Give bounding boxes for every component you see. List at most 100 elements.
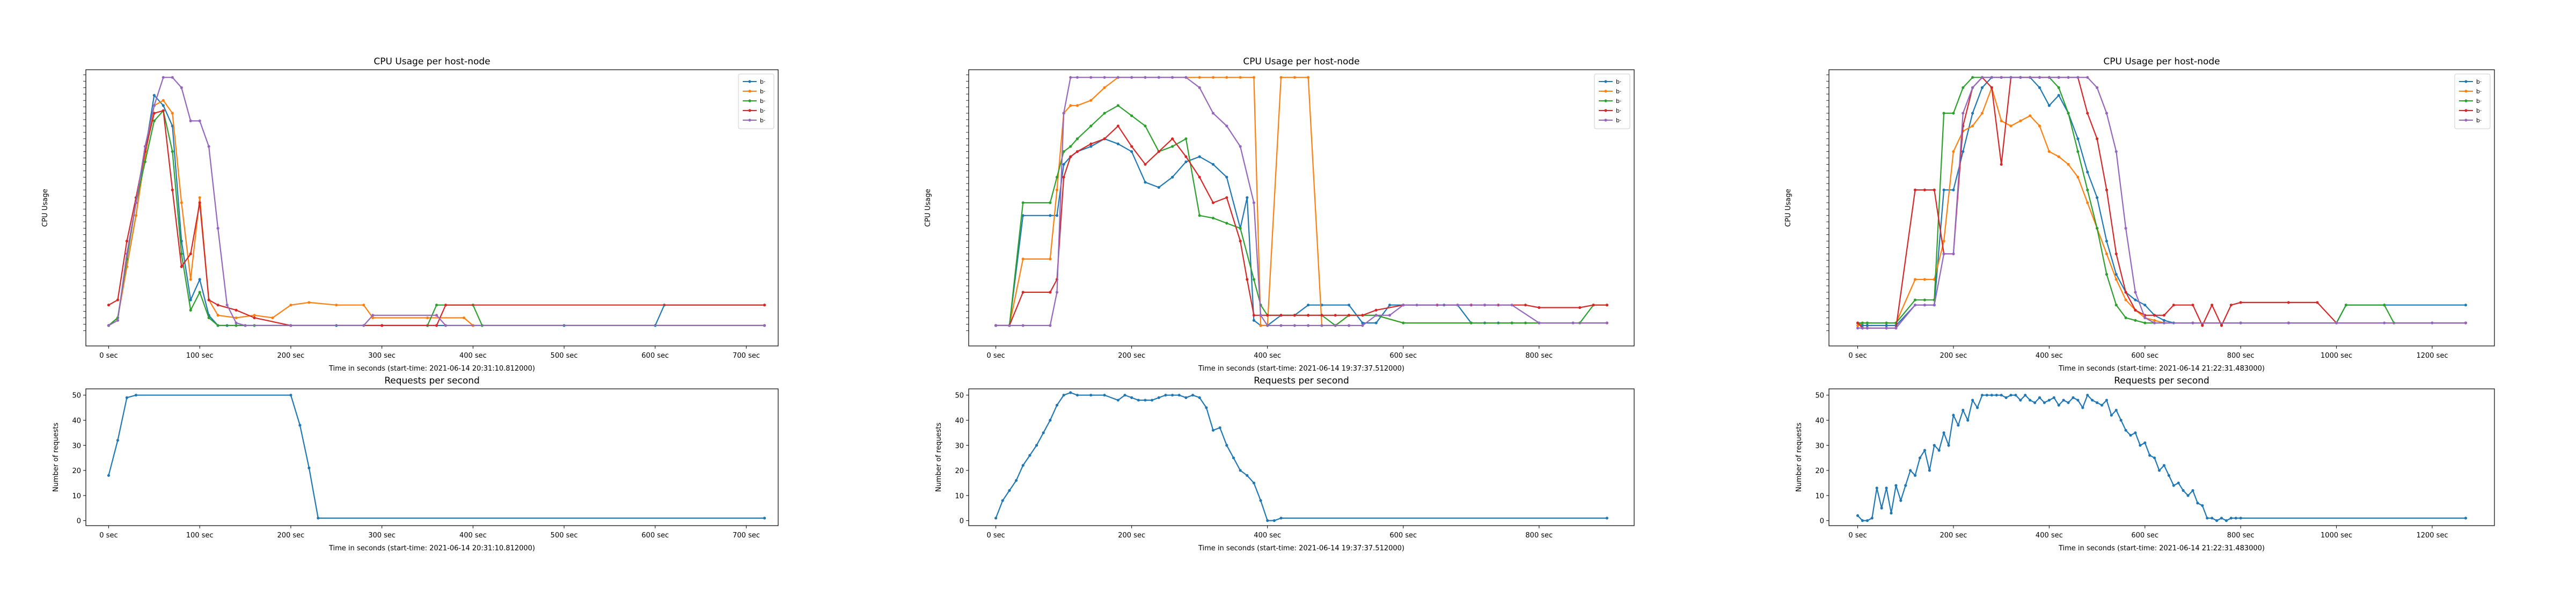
data-point [1205,406,1208,409]
data-point [1605,321,1608,324]
data-point [1246,278,1249,281]
data-point [1008,324,1011,327]
data-point [1913,474,1917,477]
data-point [1942,252,1945,255]
data-point [2114,272,2118,276]
data-point [2047,399,2051,402]
data-point [134,201,137,204]
data-point [317,517,320,520]
data-point [2129,433,2132,437]
series-line [1857,394,2466,521]
y-tick-label: 20 [72,467,81,475]
data-point [1089,142,1093,145]
data-point [1279,314,1283,317]
data-point [2383,304,2386,307]
x-tick-label: 0 sec [986,352,1005,360]
y-tick-label: 30 [72,442,81,450]
legend-label: b· [1616,78,1621,85]
data-point [1232,456,1235,460]
y-tick-label: 0 [77,518,81,526]
data-point [1990,86,1993,89]
data-point [1307,76,1310,79]
data-point [2038,396,2041,399]
x-tick-label: 600 sec [2131,352,2158,360]
legend-marker [1604,90,1607,93]
data-point [1137,399,1140,402]
data-point [1130,150,1133,153]
data-point [1116,399,1119,402]
data-point [1211,163,1215,166]
data-point [1225,196,1228,200]
data-point [2143,316,2147,320]
x-tick-label: 400 sec [1254,352,1281,360]
data-point [1144,399,1147,402]
data-point [1049,291,1052,294]
data-point [2139,444,2142,447]
data-point [1116,76,1119,79]
data-point [1865,324,1869,327]
data-point [1538,321,1541,324]
data-point [1151,399,1154,402]
legend-label: b· [1616,88,1621,95]
data-point [1211,201,1215,204]
legend-label: b· [2476,98,2482,105]
data-point [1089,394,1093,397]
data-point [1123,394,1126,397]
data-point [380,324,384,327]
x-tick-label: 400 sec [1254,532,1281,540]
x-tick-label: 400 sec [2036,352,2063,360]
x-tick-label: 200 sec [1118,352,1145,360]
x-axis-label: Time in seconds (start-time: 2021-06-14 … [328,544,535,552]
data-point [1198,86,1201,89]
x-tick-label: 700 sec [733,532,760,540]
data-point [2124,429,2127,432]
data-point [1170,76,1174,79]
data-point [1947,444,1950,447]
data-point [2464,517,2468,520]
data-point [2157,469,2161,472]
data-point [1971,399,1974,402]
data-point [1913,298,1917,301]
data-point [2162,314,2166,317]
data-point [2220,517,2223,520]
data-point [189,252,192,255]
data-point [1985,394,1988,397]
data-point [2076,137,2080,141]
data-point [1571,321,1575,324]
x-tick-label: 600 sec [641,532,669,540]
x-tick-label: 500 sec [551,532,578,540]
data-point [2177,481,2180,485]
data-point [2086,112,2089,115]
data-point [2009,76,2012,79]
x-tick-label: 100 sec [186,532,214,540]
axes-frame [1828,388,2495,526]
data-point [1055,214,1059,217]
data-point [216,314,219,317]
data-point [2009,124,2012,128]
chart-panel: Requests per second Time in seconds (star… [935,375,1635,552]
data-point [2047,76,2051,79]
y-tick-label: 0 [1820,518,1824,526]
data-point [216,324,219,327]
data-point [2162,319,2166,322]
data-point [1184,76,1188,79]
data-point [2211,517,2214,520]
data-point [2153,314,2156,317]
data-point [171,150,174,153]
legend-label: b· [2476,117,2482,124]
data-point [1962,409,1965,412]
data-point [2162,464,2166,467]
data-point [1198,76,1201,79]
data-point [1923,449,1927,452]
x-tick-label: 800 sec [2227,352,2255,360]
data-point [2186,494,2190,497]
data-point [107,304,111,307]
data-point [134,214,137,217]
data-point [1885,327,1888,330]
data-point [1347,324,1351,327]
data-point [2019,119,2022,122]
data-point [189,278,192,281]
data-point [180,252,183,255]
data-point [444,324,448,327]
data-point [2000,119,2003,122]
